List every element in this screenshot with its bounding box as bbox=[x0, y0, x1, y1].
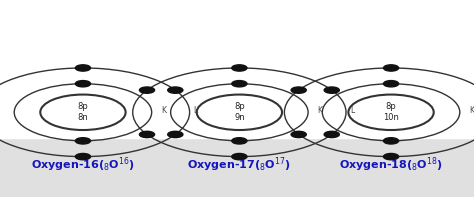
Text: L: L bbox=[350, 106, 354, 115]
Ellipse shape bbox=[232, 65, 247, 71]
Ellipse shape bbox=[75, 138, 91, 144]
Bar bbox=[0, 138, 474, 197]
Ellipse shape bbox=[168, 87, 183, 93]
Text: 8p
10n: 8p 10n bbox=[383, 102, 399, 122]
Ellipse shape bbox=[75, 153, 91, 160]
Bar bbox=[0, 0, 474, 138]
Text: K: K bbox=[469, 106, 474, 115]
Ellipse shape bbox=[324, 87, 339, 93]
Text: Oxygen-18($_{8}$O$^{18}$): Oxygen-18($_{8}$O$^{18}$) bbox=[339, 155, 443, 174]
Ellipse shape bbox=[168, 131, 183, 138]
Ellipse shape bbox=[139, 131, 155, 138]
Text: 8p
9n: 8p 9n bbox=[234, 102, 245, 122]
Text: L: L bbox=[193, 106, 198, 115]
Text: K: K bbox=[318, 106, 323, 115]
Ellipse shape bbox=[139, 87, 155, 93]
Ellipse shape bbox=[291, 87, 306, 93]
Ellipse shape bbox=[348, 95, 434, 130]
Ellipse shape bbox=[232, 138, 247, 144]
Ellipse shape bbox=[324, 131, 339, 138]
Ellipse shape bbox=[197, 95, 282, 130]
Ellipse shape bbox=[383, 153, 399, 160]
Ellipse shape bbox=[75, 81, 91, 87]
Text: K: K bbox=[161, 106, 166, 115]
Text: Oxygen-16($_{8}$O$^{16}$): Oxygen-16($_{8}$O$^{16}$) bbox=[31, 155, 135, 174]
Ellipse shape bbox=[232, 153, 247, 160]
Ellipse shape bbox=[383, 65, 399, 71]
Ellipse shape bbox=[291, 131, 306, 138]
Text: Oxygen-17($_{8}$O$^{17}$): Oxygen-17($_{8}$O$^{17}$) bbox=[188, 155, 291, 174]
Ellipse shape bbox=[75, 65, 91, 71]
Text: 8p
8n: 8p 8n bbox=[78, 102, 88, 122]
Ellipse shape bbox=[40, 95, 126, 130]
Ellipse shape bbox=[383, 138, 399, 144]
Ellipse shape bbox=[232, 81, 247, 87]
Ellipse shape bbox=[383, 81, 399, 87]
